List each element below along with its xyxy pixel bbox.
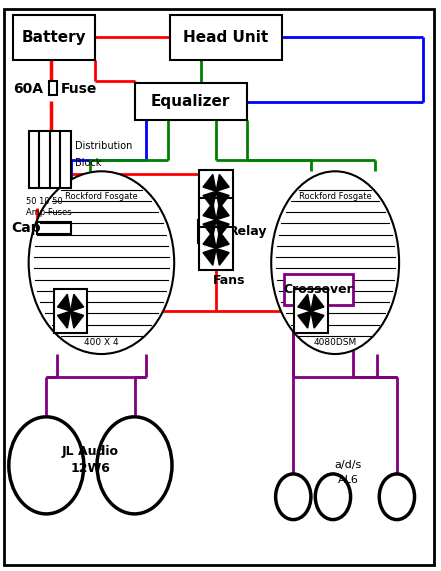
Text: Distribution: Distribution <box>75 140 132 151</box>
Text: Fans: Fans <box>213 274 246 287</box>
Text: 60A: 60A <box>13 82 43 95</box>
Text: Rockford Fosgate: Rockford Fosgate <box>299 192 371 202</box>
Polygon shape <box>216 203 229 220</box>
Bar <box>199 227 233 270</box>
Polygon shape <box>203 191 216 208</box>
Polygon shape <box>203 174 216 191</box>
Polygon shape <box>298 311 311 328</box>
Bar <box>170 15 282 60</box>
Polygon shape <box>216 174 229 191</box>
Text: Battery: Battery <box>22 30 86 45</box>
Text: JL Audio: JL Audio <box>62 445 119 457</box>
Bar <box>54 289 87 333</box>
Circle shape <box>9 417 84 514</box>
Ellipse shape <box>29 171 174 354</box>
Bar <box>198 220 223 243</box>
Bar <box>135 83 247 120</box>
Bar <box>37 222 71 234</box>
Text: 12W6: 12W6 <box>71 462 110 475</box>
Polygon shape <box>311 311 324 328</box>
Bar <box>49 81 57 95</box>
Bar <box>294 289 328 333</box>
Circle shape <box>276 474 311 520</box>
Polygon shape <box>203 203 216 220</box>
Circle shape <box>97 417 172 514</box>
Text: a/d/s: a/d/s <box>335 460 362 471</box>
Polygon shape <box>203 220 216 237</box>
Text: 50 10 50: 50 10 50 <box>26 197 63 206</box>
Text: 4080DSM: 4080DSM <box>314 337 357 347</box>
Text: Head Unit: Head Unit <box>183 30 269 45</box>
Text: Block: Block <box>75 158 101 168</box>
Circle shape <box>379 474 415 520</box>
Polygon shape <box>298 294 311 311</box>
Circle shape <box>315 474 351 520</box>
Text: AL6: AL6 <box>338 475 359 485</box>
Polygon shape <box>57 294 71 311</box>
Bar <box>199 198 233 242</box>
Ellipse shape <box>271 171 399 354</box>
Polygon shape <box>71 294 84 311</box>
Text: Crossover: Crossover <box>284 283 354 296</box>
Bar <box>13 15 95 60</box>
Text: Equalizer: Equalizer <box>151 94 230 109</box>
Text: Rockford Fosgate: Rockford Fosgate <box>65 192 138 202</box>
Polygon shape <box>311 294 324 311</box>
Polygon shape <box>216 191 229 208</box>
Text: Fuse: Fuse <box>60 82 97 95</box>
Text: 400 X 4: 400 X 4 <box>84 337 119 347</box>
Bar <box>284 274 353 305</box>
Polygon shape <box>216 220 229 237</box>
Polygon shape <box>57 311 71 328</box>
Polygon shape <box>71 311 84 328</box>
Polygon shape <box>216 231 229 248</box>
Text: Amp Fuses: Amp Fuses <box>26 208 72 218</box>
Polygon shape <box>203 248 216 266</box>
Polygon shape <box>203 231 216 248</box>
Polygon shape <box>216 248 229 266</box>
Text: Relay: Relay <box>229 225 268 238</box>
Text: Cap: Cap <box>11 221 41 235</box>
Bar <box>29 131 71 188</box>
Bar <box>199 170 233 213</box>
